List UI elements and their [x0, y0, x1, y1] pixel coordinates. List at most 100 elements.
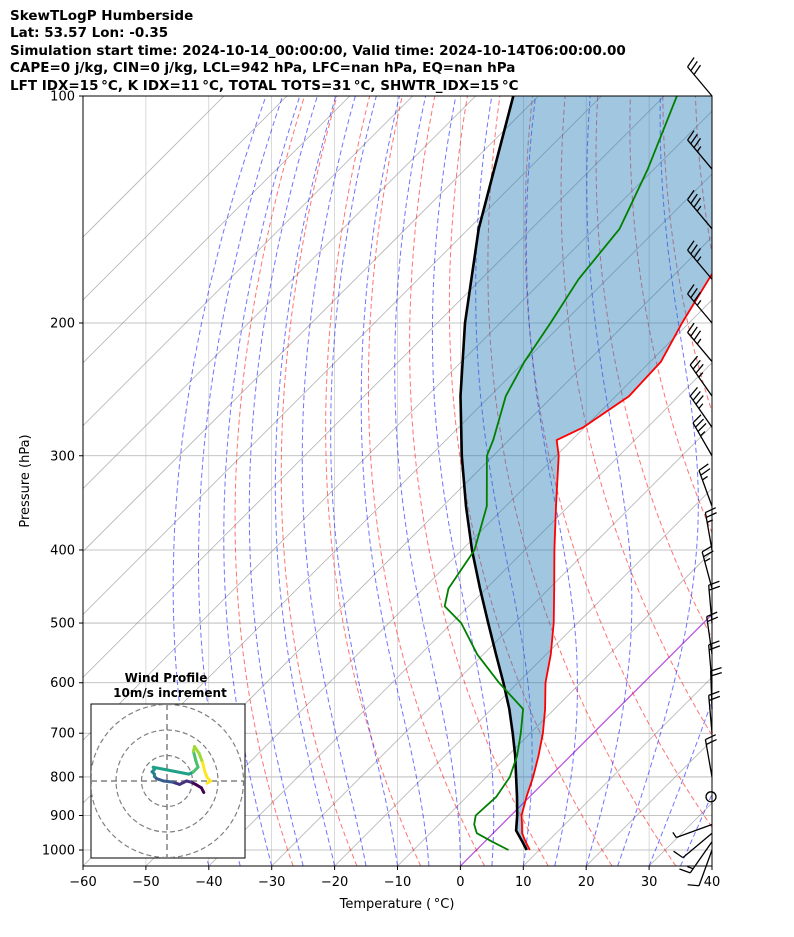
moist-adiabat — [301, 96, 367, 866]
dry-adiabat — [560, 96, 712, 737]
isotherm-line — [775, 96, 794, 866]
x-tick-label: −10 — [384, 875, 411, 890]
wind-barb — [687, 849, 713, 887]
y-tick-label: 900 — [50, 809, 75, 824]
y-tick-label: 300 — [50, 449, 75, 464]
hodograph-segment — [151, 765, 191, 776]
x-tick-label: −40 — [195, 875, 222, 890]
wind-barb — [687, 130, 713, 170]
x-tick-label: 40 — [704, 875, 721, 890]
x-axis-label: Temperature ( °C) — [339, 897, 455, 912]
wind-barbs — [672, 57, 722, 887]
hodograph-segment — [201, 761, 207, 774]
station-location: Lat: 53.57 Lon: -0.35 — [10, 25, 169, 42]
y-tick-label: 100 — [50, 90, 75, 105]
isotherm-line — [397, 550, 712, 866]
hodograph-segment — [191, 749, 198, 762]
y-axis-label: Pressure (hPa) — [18, 434, 33, 527]
dry-adiabat — [280, 96, 358, 866]
wind-barb — [673, 832, 713, 859]
hodograph-ring — [115, 729, 219, 833]
x-tick-label: 20 — [578, 875, 595, 890]
wind-barb — [679, 841, 713, 874]
y-tick-label: 700 — [50, 727, 75, 742]
hodograph-plot — [91, 704, 245, 858]
dry-adiabat — [728, 96, 794, 866]
dry-adiabat — [595, 96, 712, 640]
moist-adiabat — [585, 96, 633, 866]
isotherm-line — [83, 96, 413, 427]
dry-adiabat — [367, 96, 485, 866]
profiles — [443, 96, 712, 851]
wind-barb — [689, 386, 713, 428]
hodograph-segment — [162, 779, 175, 784]
wind-barb — [692, 414, 713, 457]
wind-barb — [704, 734, 717, 778]
parcel-profile-line — [459, 96, 528, 851]
wind-barb — [708, 690, 721, 734]
wind-barb — [687, 57, 713, 97]
isotherm-line — [523, 676, 712, 866]
moist-adiabat — [360, 96, 430, 866]
wind-barb — [672, 823, 713, 839]
wind-barb — [687, 322, 713, 362]
isotherm-line — [145, 299, 712, 866]
isotherm-line — [83, 96, 476, 490]
dry-adiabat — [662, 96, 712, 414]
chart-header: SkewTLogP Humberside Lat: 53.57 Lon: -0.… — [10, 8, 626, 95]
stability-indices: LFT IDX=15 °C, K IDX=11 °C, TOTAL TOTS=3… — [10, 77, 519, 94]
moist-adiabat — [711, 864, 712, 866]
dry-adiabat — [448, 96, 613, 866]
isotherm-line — [83, 110, 712, 741]
x-tick-label: −20 — [321, 875, 348, 890]
wind-barb — [687, 284, 713, 324]
isotherm-line — [83, 96, 665, 678]
moist-adiabat — [648, 699, 712, 866]
x-tick-label: 0 — [456, 875, 464, 890]
isotherm-line — [83, 96, 539, 553]
temperature-profile-line — [520, 272, 712, 851]
dewpoint-profile-line — [443, 96, 678, 851]
isotherm-line — [83, 96, 602, 615]
moist-adiabat — [223, 96, 301, 866]
wind-barb — [704, 507, 717, 551]
hodograph-segment — [197, 751, 205, 765]
isotherm-line — [83, 96, 351, 364]
isotherm-line — [711, 865, 712, 866]
background-lines — [83, 96, 794, 866]
dry-adiabat — [487, 96, 677, 866]
y-tick-label: 400 — [50, 543, 75, 558]
isotherm-line — [334, 488, 712, 866]
isotherm-line — [459, 613, 712, 866]
wind-barb — [689, 355, 713, 397]
dry-adiabat — [234, 96, 305, 866]
x-tick-label: −50 — [132, 875, 159, 890]
wind-barb — [698, 463, 713, 507]
wind-barb — [687, 189, 713, 230]
dry-adiabat — [524, 96, 712, 829]
dry-adiabat — [325, 96, 422, 866]
simulation-times: Simulation start time: 2024-10-14_00:00:… — [10, 42, 626, 59]
convective-parameters: CAPE=0 j/kg, CIN=0 j/kg, LCL=942 hPa, LF… — [10, 60, 516, 77]
isotherm-line — [271, 425, 712, 866]
moist-adiabat — [330, 96, 398, 866]
moist-adiabat — [680, 792, 712, 866]
wind-barb — [705, 791, 717, 803]
hodograph-title: Wind Profile — [125, 671, 208, 685]
y-tick-label: 600 — [50, 676, 75, 691]
hodograph-inset — [90, 703, 246, 859]
x-tick-label: 30 — [641, 875, 658, 890]
dry-adiabat — [409, 96, 549, 866]
x-tick-label: −60 — [69, 875, 96, 890]
hodograph-subtitle: 10m/s increment — [113, 686, 227, 700]
y-tick-label: 800 — [50, 770, 75, 785]
isotherm-line — [83, 96, 288, 301]
y-tick-label: 1000 — [42, 844, 75, 859]
isotherm-line — [83, 96, 225, 238]
chart-title: SkewTLogP Humberside — [10, 8, 194, 24]
moist-adiabat — [525, 96, 578, 866]
x-tick-label: −30 — [258, 875, 285, 890]
moist-adiabat — [248, 96, 318, 866]
moist-adiabat — [172, 96, 267, 866]
